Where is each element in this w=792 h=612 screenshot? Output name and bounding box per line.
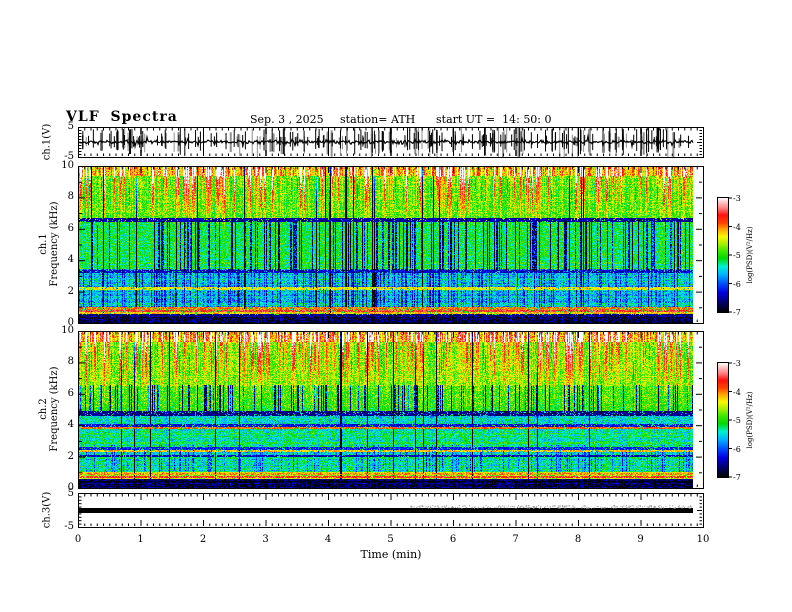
ch1-ytick-min: -5 — [64, 151, 74, 162]
ch1-axis-label: ch.1(V) — [41, 123, 53, 161]
colorbar1-tick--4: -4 — [733, 222, 741, 232]
colorbar1-tick--3: -3 — [733, 194, 741, 203]
colorbar2-tick--5: -5 — [733, 416, 741, 425]
spec1-ytick-6: 6 — [67, 222, 74, 234]
ch1-ytick-max: 5 — [67, 121, 74, 132]
colorbar2-tick--7: -7 — [733, 473, 741, 482]
xtick-0: 0 — [74, 534, 82, 545]
spec1-ytick-8: 8 — [67, 191, 74, 203]
colorbar1-title: log(PSD)(V²/Hz) — [746, 226, 754, 284]
ch3-ytick-min: -5 — [64, 521, 74, 532]
colorbar2-title: log(PSD)(V²/Hz) — [746, 391, 754, 449]
spec2-ytick-2: 2 — [67, 450, 74, 462]
colorbar1-tick--7: -7 — [733, 308, 741, 317]
colorbar-2 — [718, 363, 728, 477]
spec2-axis-label-ch: ch.2 — [38, 398, 49, 420]
colorbar-1 — [718, 198, 728, 312]
spec1-ytick-2: 2 — [67, 285, 74, 297]
spec1-ytick-0: 0 — [67, 317, 74, 328]
spec2-axis-label: ch.2 Frequency (kHz) — [38, 366, 60, 451]
spec1-axis-label-ch: ch.1 — [38, 233, 49, 255]
xaxis-title: Time (min) — [360, 548, 422, 561]
spec2-ytick-10: 10 — [61, 325, 74, 336]
xtick-10: 10 — [696, 534, 710, 545]
spec2-ytick-6: 6 — [67, 387, 74, 399]
xtick-3: 3 — [262, 534, 269, 545]
spec2-axis-label-freq: Frequency (kHz) — [49, 366, 60, 452]
spec1-ytick-10: 10 — [61, 160, 74, 171]
colorbar1-tick--5: -5 — [733, 251, 741, 260]
spec1-axis-label-freq: Frequency (kHz) — [49, 201, 60, 287]
xtick-9: 9 — [637, 534, 644, 545]
colorbar2-tick--3: -3 — [733, 359, 741, 368]
spec1-ytick-4: 4 — [67, 254, 74, 266]
ch3-axis-label: ch.3(V) — [41, 491, 53, 529]
colorbar1-tick--6: -6 — [733, 279, 741, 289]
colorbar2-tick--6: -6 — [733, 444, 741, 454]
xtick-2: 2 — [199, 534, 207, 545]
xtick-4: 4 — [324, 534, 332, 545]
spec2-ytick-4: 4 — [67, 419, 74, 431]
spec2-ytick-8: 8 — [67, 356, 74, 368]
colorbar2-tick--4: -4 — [733, 387, 741, 397]
spec2-ytick-0: 0 — [67, 482, 74, 493]
xtick-8: 8 — [574, 534, 582, 545]
xtick-5: 5 — [387, 534, 394, 545]
xtick-1: 1 — [137, 534, 144, 545]
xtick-6: 6 — [449, 534, 457, 545]
ch3-ytick-max: 5 — [67, 488, 74, 499]
spec1-axis-label: ch.1 Frequency (kHz) — [38, 201, 60, 286]
xtick-7: 7 — [512, 534, 519, 545]
